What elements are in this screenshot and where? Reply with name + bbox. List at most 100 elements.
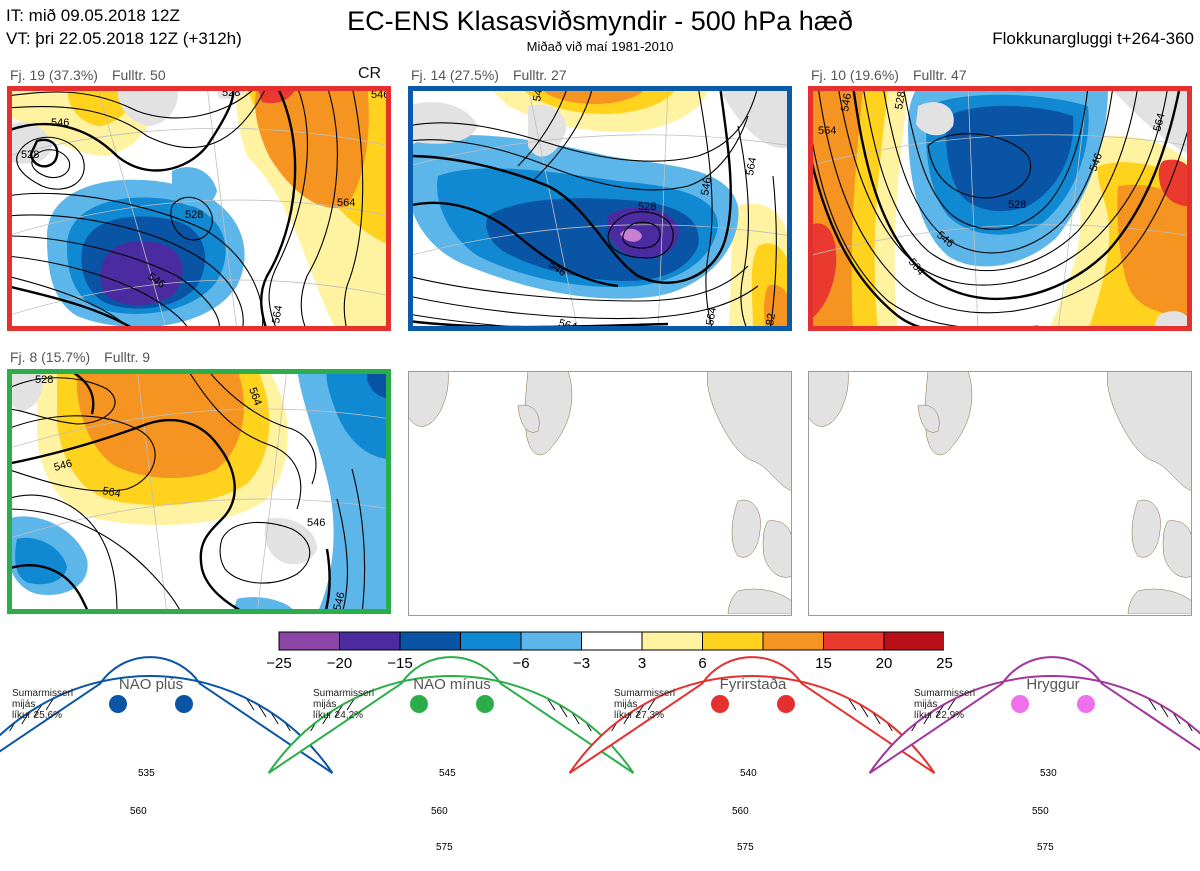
cluster-panel-fj8[interactable]: 528 546 564 546 564 546 bbox=[7, 369, 391, 614]
regime-info-line: Sumarmisseri bbox=[614, 688, 676, 699]
classification-window: Flokkunargluggi t+264-360 bbox=[992, 29, 1194, 48]
regime-info: Sumarmisseri mijás líkur 24,2% bbox=[313, 688, 374, 721]
colorbar-tick-label: 3 bbox=[637, 655, 647, 672]
regime-info: Sumarmisseri mijás líkur 25,6% bbox=[12, 688, 73, 721]
colorbar-cell bbox=[520, 631, 582, 651]
regime-contour-label: 540 bbox=[740, 768, 757, 779]
regime-marker-dot bbox=[711, 695, 729, 713]
anomaly-shading bbox=[37, 781, 270, 843]
regime-marker-dot bbox=[777, 695, 795, 713]
anomaly-shading bbox=[966, 736, 1073, 774]
header-dates: IT: mið 09.05.2018 12Z VT: þri 22.05.201… bbox=[6, 4, 242, 50]
graticule bbox=[7, 369, 391, 614]
anomaly-shading bbox=[1003, 771, 1041, 774]
regime-map-hryggur: 530 550 575 bbox=[868, 656, 1200, 853]
regime-contour-label: 530 bbox=[1040, 768, 1057, 779]
anomaly-shading bbox=[930, 755, 969, 774]
regime-contour-label: 575 bbox=[737, 842, 754, 853]
contour-label: 82 bbox=[764, 312, 778, 326]
colorbar-tick-label: −3 bbox=[572, 655, 591, 672]
contour-label: 528 bbox=[222, 87, 240, 99]
anomaly-shading bbox=[772, 754, 799, 774]
contour-label: 528 bbox=[21, 149, 39, 161]
contour-label: 564 bbox=[1151, 112, 1167, 133]
regime-title: Hryggur bbox=[1026, 676, 1080, 693]
colorbar-cell bbox=[883, 631, 944, 651]
regime-fan-outline bbox=[0, 656, 334, 774]
height-contours bbox=[7, 369, 366, 614]
contour-label: 564 bbox=[818, 125, 836, 137]
contour-label: 546 bbox=[699, 176, 714, 196]
cluster-panel-fj19[interactable]: 528 528 546 546 564 564 546 528 bbox=[7, 86, 391, 331]
regime-info-line: mijás bbox=[12, 699, 36, 710]
regime-contour-label: 575 bbox=[436, 842, 453, 853]
anomaly-shading bbox=[759, 746, 808, 774]
cluster-panel-fj14[interactable]: 546 528 546 546 564 564 564 82 bbox=[408, 86, 792, 331]
regime-title: Fyrirstaða bbox=[719, 676, 787, 693]
contour-labels: 528 528 546 546 564 564 546 528 bbox=[21, 87, 389, 325]
panel-label-fj19: Fj. 19 (37.3%) Fulltr. 50 bbox=[10, 67, 166, 83]
anomaly-shading bbox=[1074, 722, 1105, 759]
contour-label: 528 bbox=[638, 201, 656, 213]
contour-label: 546 bbox=[331, 591, 347, 612]
colorbar-cell bbox=[399, 631, 461, 651]
anomaly-field bbox=[7, 369, 391, 614]
contour-label: 546 bbox=[1088, 152, 1106, 173]
regime-marker-dot bbox=[410, 695, 428, 713]
colorbar-tick-label: −25 bbox=[266, 655, 292, 672]
regime-marker-dot bbox=[175, 695, 193, 713]
colorbar bbox=[278, 631, 944, 651]
regime-fan-outline bbox=[267, 656, 635, 774]
anomaly-shading bbox=[338, 740, 555, 774]
anomaly-shading bbox=[416, 727, 456, 759]
colorbar-tick-label: −6 bbox=[512, 655, 530, 672]
landmass bbox=[408, 371, 792, 614]
regime-fan-outline bbox=[868, 656, 1200, 774]
colorbar-cell bbox=[641, 631, 703, 651]
anomaly-shading bbox=[693, 758, 714, 774]
anomaly-shading bbox=[381, 760, 535, 774]
colorbar-tick-label: −20 bbox=[326, 655, 353, 672]
regime-info-line: mijás bbox=[914, 699, 938, 710]
anomaly-shading bbox=[1015, 780, 1032, 797]
regime-marker-dot bbox=[109, 695, 127, 713]
regime-info-line: mijás bbox=[313, 699, 337, 710]
regime-contour-label: 560 bbox=[431, 806, 448, 817]
colorbar-cell bbox=[581, 631, 643, 651]
regime-info: Sumarmisseri mijás líkur 22,9% bbox=[914, 688, 975, 721]
anomaly-shading bbox=[937, 765, 963, 774]
colorbar-tick-label: 15 bbox=[815, 655, 832, 672]
regime-info-line: líkur 22,9% bbox=[914, 710, 965, 721]
graticule bbox=[7, 86, 391, 331]
regime-info-line: Sumarmisseri bbox=[12, 688, 74, 699]
regime-info-line: Sumarmisseri bbox=[914, 688, 976, 699]
regime-info-line: líkur 27,3% bbox=[614, 710, 665, 721]
empty-map-panel bbox=[408, 371, 792, 616]
anomaly-shading bbox=[1067, 713, 1113, 769]
regime-info: Sumarmisseri mijás líkur 27,3% bbox=[614, 688, 675, 721]
contour-label: 528 bbox=[1008, 199, 1026, 211]
regime-contour-label: 545 bbox=[439, 768, 456, 779]
regime-marker-dot bbox=[1011, 695, 1029, 713]
colorbar-cell bbox=[339, 631, 401, 651]
valid-time: VT: þri 22.05.2018 12Z (+312h) bbox=[6, 29, 242, 48]
panel-label-fj10: Fj. 10 (19.6%) Fulltr. 47 bbox=[811, 67, 967, 83]
regime-marker-dot bbox=[1077, 695, 1095, 713]
contour-label: 564 bbox=[246, 386, 264, 407]
regime-title: NAO mínus bbox=[413, 676, 491, 693]
colorbar-cell bbox=[460, 631, 522, 651]
contour-label: 564 bbox=[337, 197, 355, 209]
height-contours-bold bbox=[7, 86, 297, 331]
contour-label: 546 bbox=[307, 517, 325, 529]
contour-label: 528 bbox=[185, 209, 203, 221]
anomaly-shading bbox=[1060, 703, 1122, 774]
graticule bbox=[808, 86, 1192, 331]
contour-label: 546 bbox=[51, 117, 69, 129]
anomaly-shading bbox=[395, 705, 476, 774]
cluster-panel-fj10[interactable]: 546 528 564 528 546 564 546 564 bbox=[808, 86, 1192, 331]
contour-label: 564 bbox=[704, 306, 719, 326]
colorbar-tick-label: 20 bbox=[875, 655, 893, 672]
landmass bbox=[808, 371, 1192, 614]
anomaly-field bbox=[7, 86, 391, 331]
regime-contour-label: 575 bbox=[1037, 842, 1054, 853]
